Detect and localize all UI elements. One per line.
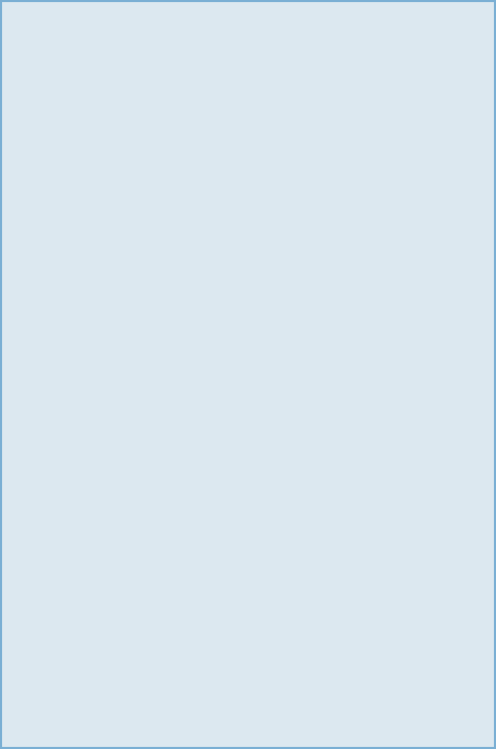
Bar (225, 278, 281, 364)
Text: $17: $17 (365, 216, 388, 226)
Bar (225, 224, 281, 238)
Bar (225, 392, 281, 425)
Text: Source: Brookings analysis of U.S. Census data, 2011.: Source: Brookings analysis of U.S. Censu… (25, 618, 383, 631)
Text: South Africa,: South Africa, (294, 216, 371, 226)
Text: Canada,
$680: Canada, $680 (90, 475, 151, 505)
Text: $539: $539 (329, 507, 361, 518)
Text: India,: India, (294, 373, 329, 383)
Text: Korea,: Korea, (294, 253, 333, 263)
Text: South Africa,: South Africa, (294, 216, 371, 226)
Text: Russia,: Russia, (294, 226, 338, 236)
Text: Japan,: Japan, (294, 316, 333, 327)
Bar (225, 219, 281, 224)
Bar (225, 364, 281, 392)
Text: Russia,: Russia, (294, 226, 338, 236)
Text: Japan,: Japan, (294, 316, 333, 327)
Text: Brazil,: Brazil, (294, 404, 333, 413)
Text: Brazil,: Brazil, (294, 404, 333, 413)
Text: $43: $43 (334, 226, 358, 236)
Bar (93, 219, 148, 380)
Text: Korea,: Korea, (294, 253, 333, 263)
Text: at BROOKINGS: at BROOKINGS (317, 700, 394, 711)
Y-axis label: Billions of USD: Billions of USD (14, 339, 28, 440)
Bar (93, 380, 148, 599)
Text: $103: $103 (334, 404, 366, 413)
Text: $125: $125 (329, 253, 361, 263)
Text: $267: $267 (329, 316, 361, 327)
Text: Metropolitan Policy Program: Metropolitan Policy Program (317, 679, 496, 692)
Text: $86: $86 (329, 373, 353, 383)
Text: China,: China, (294, 507, 334, 518)
Text: Figure 1. Total U.S. Trade with Canada/Mexico
vs. BRICS/Japan/Korea, 2011: Figure 1. Total U.S. Trade with Canada/M… (25, 26, 496, 70)
Text: China,: China, (294, 507, 334, 518)
Text: Mexico,
$500: Mexico, $500 (92, 284, 149, 314)
Bar (225, 425, 281, 599)
Bar (225, 238, 281, 278)
Text: India,: India, (294, 373, 329, 383)
Text: B: B (243, 676, 273, 710)
